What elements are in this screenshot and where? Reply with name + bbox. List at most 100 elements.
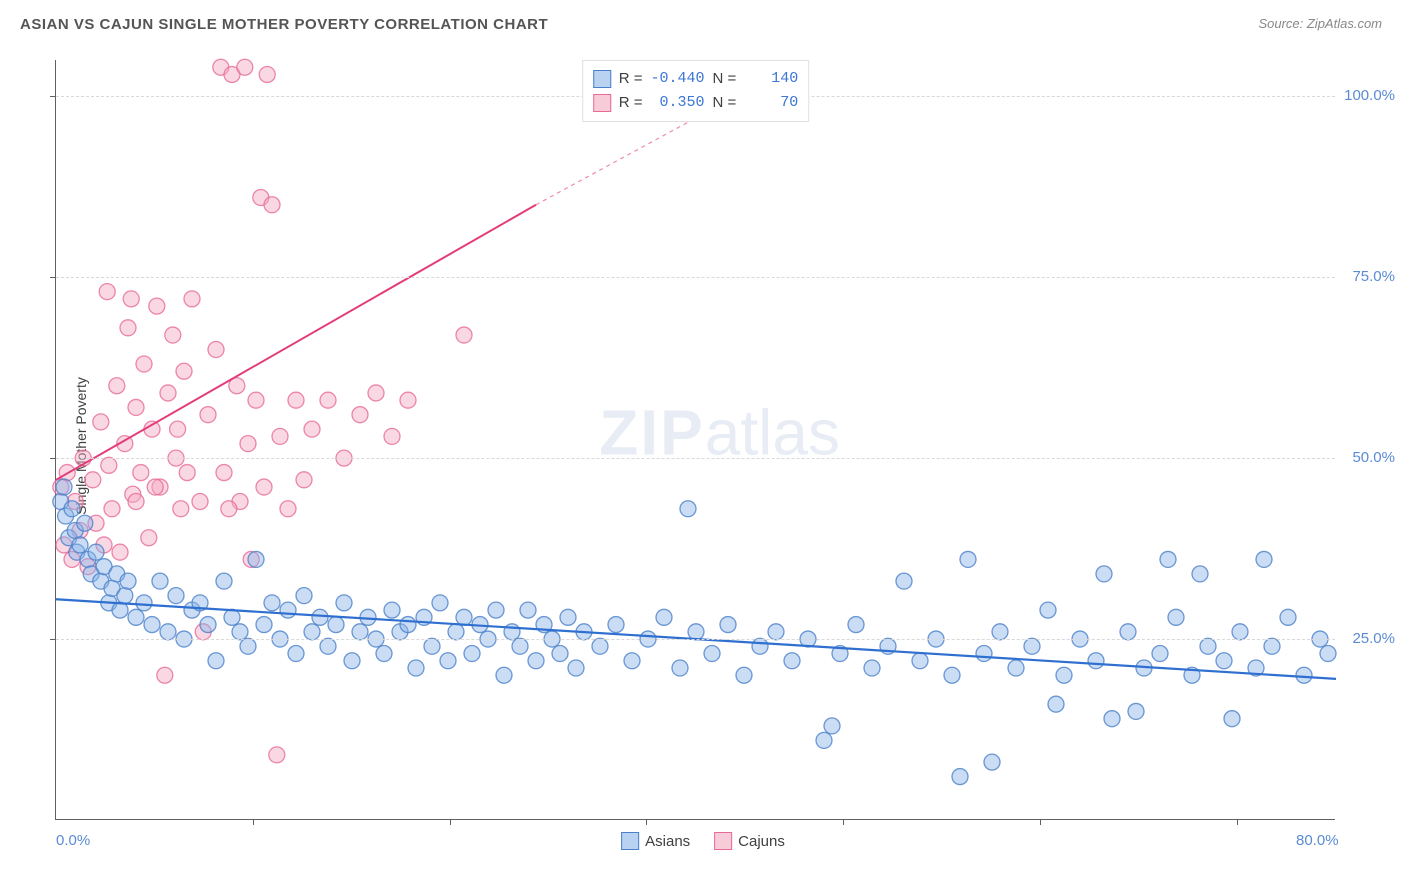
scatter-point-asians — [1096, 566, 1112, 582]
legend-swatch-asians — [593, 70, 611, 88]
legend-label-asians: Asians — [645, 833, 690, 850]
scatter-point-asians — [672, 660, 688, 676]
scatter-point-cajuns — [288, 392, 304, 408]
scatter-point-asians — [448, 624, 464, 640]
scatter-point-asians — [1232, 624, 1248, 640]
scatter-point-asians — [768, 624, 784, 640]
source-attribution: Source: ZipAtlas.com — [1258, 16, 1382, 31]
scatter-point-asians — [816, 732, 832, 748]
correlation-legend: R = -0.440 N = 140 R = 0.350 N = 70 — [582, 60, 810, 122]
scatter-point-cajuns — [170, 421, 186, 437]
scatter-point-asians — [1280, 609, 1296, 625]
scatter-point-cajuns — [264, 197, 280, 213]
scatter-point-asians — [304, 624, 320, 640]
scatter-point-asians — [320, 638, 336, 654]
gridline — [56, 277, 1335, 278]
scatter-point-asians — [456, 609, 472, 625]
scatter-point-cajuns — [248, 392, 264, 408]
scatter-point-cajuns — [200, 407, 216, 423]
scatter-point-asians — [624, 653, 640, 669]
scatter-point-asians — [608, 617, 624, 633]
scatter-point-asians — [848, 617, 864, 633]
scatter-point-cajuns — [240, 436, 256, 452]
scatter-point-asians — [344, 653, 360, 669]
scatter-point-cajuns — [208, 342, 224, 358]
ytick-mark — [50, 96, 56, 97]
scatter-point-asians — [64, 501, 80, 517]
scatter-point-asians — [656, 609, 672, 625]
scatter-point-asians — [328, 617, 344, 633]
scatter-point-asians — [1056, 667, 1072, 683]
scatter-point-cajuns — [320, 392, 336, 408]
scatter-point-cajuns — [104, 501, 120, 517]
scatter-point-asians — [117, 588, 133, 604]
scatter-point-asians — [256, 617, 272, 633]
scatter-point-asians — [56, 479, 72, 495]
scatter-point-asians — [424, 638, 440, 654]
scatter-point-asians — [88, 544, 104, 560]
scatter-point-asians — [1128, 703, 1144, 719]
chart-title: ASIAN VS CAJUN SINGLE MOTHER POVERTY COR… — [20, 16, 548, 33]
scatter-point-asians — [952, 769, 968, 785]
chart-svg — [56, 60, 1335, 819]
scatter-point-cajuns — [141, 530, 157, 546]
scatter-point-asians — [1192, 566, 1208, 582]
scatter-point-asians — [232, 624, 248, 640]
scatter-point-asians — [77, 515, 93, 531]
scatter-point-cajuns — [259, 66, 275, 82]
legend-item-cajuns: Cajuns — [714, 832, 785, 850]
scatter-point-asians — [704, 646, 720, 662]
r-label: R = — [619, 67, 643, 91]
xtick-mark — [1040, 819, 1041, 825]
scatter-point-cajuns — [221, 501, 237, 517]
n-value-asians: 140 — [744, 67, 798, 91]
ytick-label: 75.0% — [1352, 268, 1395, 285]
r-value-asians: -0.440 — [650, 67, 704, 91]
scatter-point-asians — [352, 624, 368, 640]
scatter-point-cajuns — [99, 284, 115, 300]
ytick-mark — [50, 277, 56, 278]
scatter-point-asians — [784, 653, 800, 669]
scatter-point-asians — [1048, 696, 1064, 712]
scatter-point-asians — [944, 667, 960, 683]
scatter-point-cajuns — [173, 501, 189, 517]
scatter-point-asians — [1040, 602, 1056, 618]
scatter-point-asians — [280, 602, 296, 618]
scatter-point-asians — [984, 754, 1000, 770]
xtick-label: 0.0% — [56, 832, 90, 849]
xtick-mark — [1237, 819, 1238, 825]
legend-label-cajuns: Cajuns — [738, 833, 785, 850]
scatter-point-asians — [496, 667, 512, 683]
scatter-point-cajuns — [101, 457, 117, 473]
scatter-point-asians — [1256, 551, 1272, 567]
scatter-point-asians — [384, 602, 400, 618]
gridline — [56, 639, 1335, 640]
n-label: N = — [712, 91, 736, 115]
scatter-point-asians — [296, 588, 312, 604]
scatter-point-cajuns — [192, 494, 208, 510]
scatter-point-asians — [72, 537, 88, 553]
n-label: N = — [713, 67, 737, 91]
scatter-point-asians — [464, 646, 480, 662]
scatter-point-cajuns — [272, 428, 288, 444]
scatter-point-asians — [136, 595, 152, 611]
scatter-point-cajuns — [109, 378, 125, 394]
scatter-point-cajuns — [85, 472, 101, 488]
scatter-point-asians — [432, 595, 448, 611]
scatter-point-asians — [1088, 653, 1104, 669]
scatter-point-cajuns — [128, 399, 144, 415]
scatter-point-asians — [560, 609, 576, 625]
legend-row-asians: R = -0.440 N = 140 — [593, 67, 799, 91]
scatter-point-cajuns — [352, 407, 368, 423]
scatter-point-asians — [400, 617, 416, 633]
legend-swatch-asians-bottom — [621, 832, 639, 850]
scatter-point-cajuns — [184, 291, 200, 307]
scatter-point-asians — [520, 602, 536, 618]
r-label: R = — [619, 91, 643, 115]
scatter-point-asians — [440, 653, 456, 669]
scatter-point-asians — [1200, 638, 1216, 654]
scatter-point-asians — [528, 653, 544, 669]
scatter-point-asians — [512, 638, 528, 654]
scatter-point-asians — [152, 573, 168, 589]
scatter-point-asians — [976, 646, 992, 662]
